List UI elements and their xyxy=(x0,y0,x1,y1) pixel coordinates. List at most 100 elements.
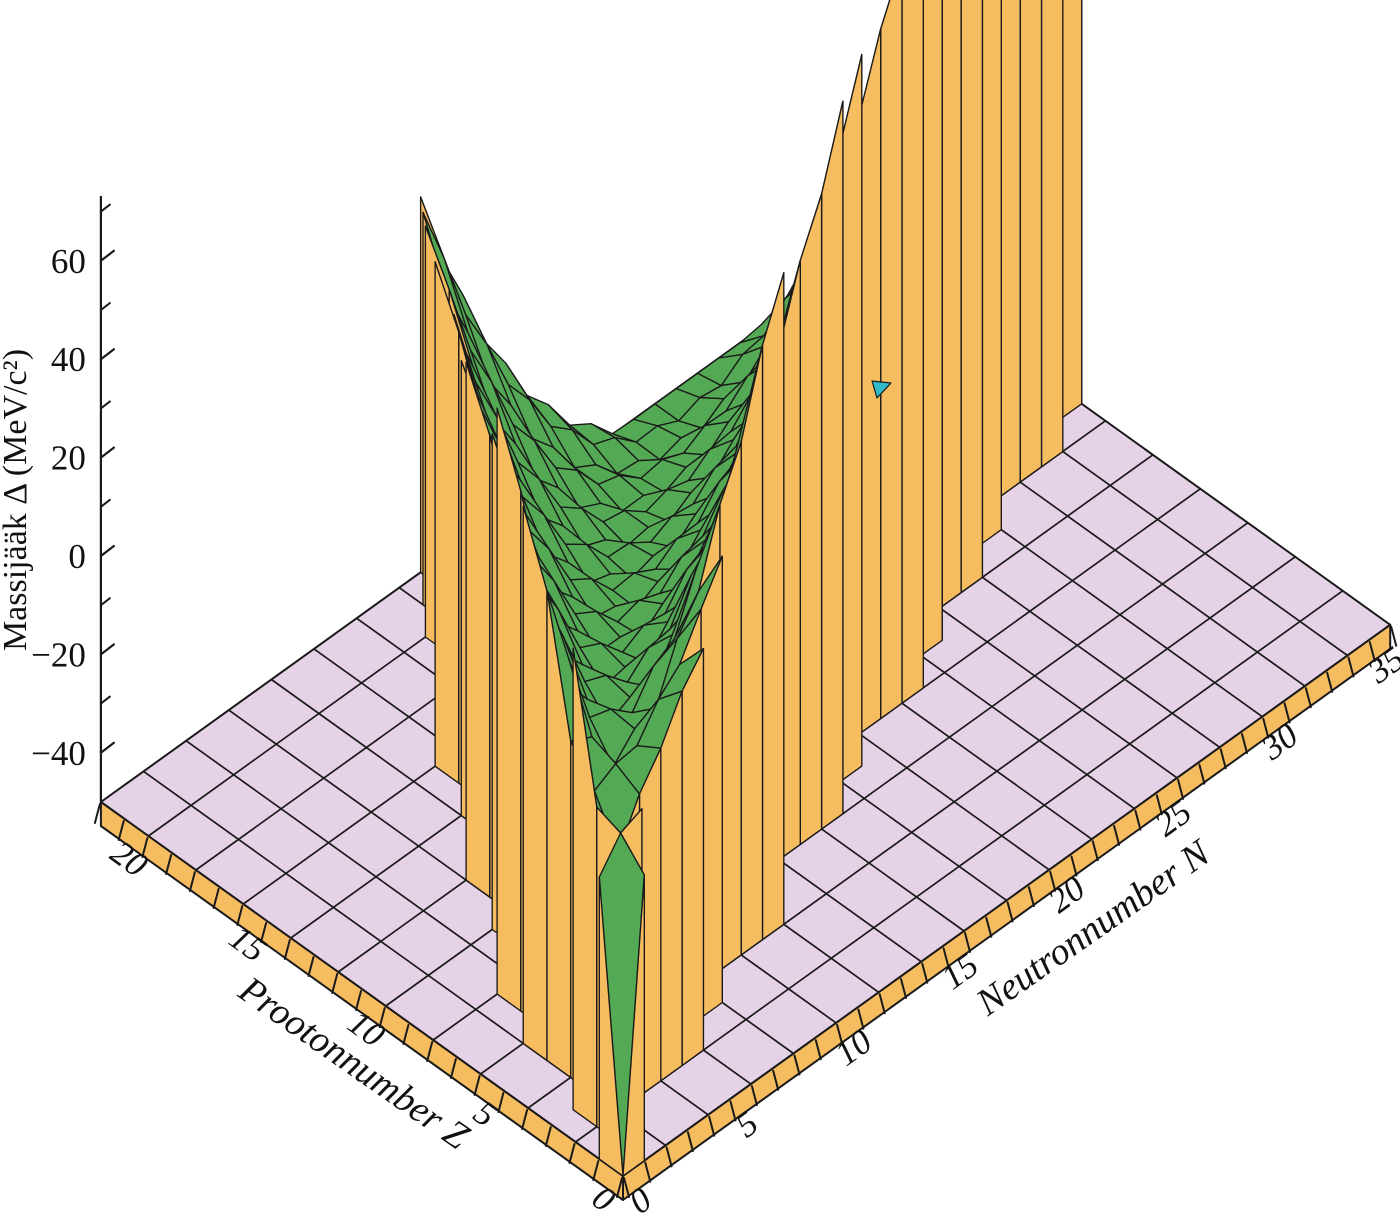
n-axis-tick xyxy=(1198,763,1206,785)
delta-axis-minor-tick xyxy=(99,695,111,705)
n-axis-tick xyxy=(793,1054,801,1076)
n-axis-tick xyxy=(921,962,929,984)
n-axis-tick xyxy=(665,1146,673,1168)
delta-axis-major-tick xyxy=(99,741,116,754)
n-axis-tick xyxy=(1368,641,1376,663)
surface-front-wall-face xyxy=(740,344,764,956)
z-axis-tick xyxy=(331,973,339,994)
z-axis-tick xyxy=(378,1007,386,1028)
surface-front-wall-face xyxy=(700,555,723,1019)
surface-left-wall-face xyxy=(465,361,491,898)
surface-front-wall-face xyxy=(979,0,1002,546)
delta-axis-tick-label: 20 xyxy=(51,439,86,478)
delta-axis-minor-tick xyxy=(99,400,111,410)
z-axis-tick xyxy=(141,837,149,858)
z-axis-tick xyxy=(568,1143,576,1164)
delta-axis-minor-tick xyxy=(99,203,111,213)
n-axis-tick-label: 5 xyxy=(728,1103,765,1145)
z-axis-tick xyxy=(592,1160,600,1181)
z-axis-tick xyxy=(236,905,244,926)
surface-front-wall-face xyxy=(939,0,962,609)
z-axis-tick xyxy=(260,922,268,943)
delta-axis-major-tick xyxy=(99,348,116,361)
surface-left-wall-face xyxy=(522,505,548,1062)
z-axis-tick xyxy=(426,1041,434,1062)
delta-axis-tick-label: −20 xyxy=(31,635,86,674)
surface-left-wall-face xyxy=(496,407,522,1012)
n-axis-tick xyxy=(964,932,971,953)
z-axis-tick xyxy=(117,820,125,841)
z-axis-tick xyxy=(283,939,291,960)
z-axis-tick xyxy=(212,888,220,909)
surface-front-wall-face xyxy=(660,690,683,1082)
n-axis-tick xyxy=(1177,778,1185,800)
surface-front-wall-face xyxy=(998,0,1021,499)
z-axis-tick xyxy=(165,854,173,875)
n-axis-tick xyxy=(1113,824,1121,846)
n-axis-tick xyxy=(686,1131,694,1153)
z-axis-tick xyxy=(616,1177,623,1198)
surface-front-wall-face xyxy=(960,0,984,594)
z-axis-tick xyxy=(93,803,101,824)
n-axis-tick xyxy=(1219,748,1227,770)
n-axis-tick xyxy=(1070,855,1078,877)
n-axis-tick xyxy=(1155,794,1163,816)
n-axis-tick xyxy=(1326,671,1334,693)
n-axis-tick xyxy=(729,1100,737,1122)
n-axis-tick xyxy=(708,1115,716,1137)
surface-front-wall-face xyxy=(1040,0,1064,468)
surface-front-wall-face xyxy=(1019,0,1043,483)
z-axis-tick xyxy=(449,1058,457,1079)
surface-front-wall-face xyxy=(719,441,742,971)
surface-front-wall-face xyxy=(920,0,943,657)
render-artifact xyxy=(871,380,892,399)
n-axis-tick xyxy=(1006,901,1014,923)
n-axis-tick xyxy=(1091,840,1099,862)
n-axis-tick xyxy=(900,978,907,999)
delta-axis-title: Massijääk Δ (MeV/c²) xyxy=(0,349,34,651)
z-axis-tick xyxy=(188,871,196,892)
n-axis-tick xyxy=(1134,809,1142,831)
delta-axis-minor-tick xyxy=(99,498,111,508)
n-axis-tick xyxy=(836,1023,844,1045)
z-axis-tick-label: 0 xyxy=(585,1178,622,1220)
n-axis-tick xyxy=(1241,733,1248,754)
n-axis-tick xyxy=(857,1008,865,1030)
delta-axis-major-tick xyxy=(99,643,116,656)
surface-front-wall-face xyxy=(820,100,844,830)
surface-front-wall-face xyxy=(761,272,785,941)
surface-mesh xyxy=(419,0,1083,1177)
z-axis-tick xyxy=(355,990,362,1011)
delta-axis-major-tick xyxy=(99,446,116,459)
surface-front-wall-face xyxy=(901,0,924,704)
n-axis-tick xyxy=(750,1085,758,1107)
delta-axis-major-tick xyxy=(99,544,116,558)
n-axis-tick xyxy=(1283,702,1291,724)
delta-axis-tick-label: 0 xyxy=(68,537,86,576)
delta-axis-minor-tick xyxy=(99,302,111,311)
delta-axis-major-tick xyxy=(99,249,116,262)
n-axis-tick xyxy=(1049,870,1057,892)
z-axis-tick xyxy=(473,1075,481,1096)
surface-left-wall-face xyxy=(434,261,460,784)
cyan-glitch-face xyxy=(871,380,892,399)
n-axis-tick xyxy=(644,1161,652,1183)
n-axis-tick xyxy=(814,1039,822,1061)
surface-front-wall-face xyxy=(839,53,863,783)
delta-axis: −40 −20 0 20 40 60 xyxy=(31,195,116,804)
z-axis-tick xyxy=(544,1126,552,1147)
n-axis-tick xyxy=(1304,687,1312,709)
delta-axis-tick-label: 40 xyxy=(51,340,86,379)
delta-axis-minor-tick xyxy=(99,597,111,607)
z-axis-tick xyxy=(402,1024,410,1045)
n-axis-tick xyxy=(942,947,950,969)
surface-front-wall-face xyxy=(681,648,705,1067)
delta-axis-tick-label: −40 xyxy=(31,734,86,773)
z-axis-tick xyxy=(521,1109,529,1130)
n-axis-tick xyxy=(1262,717,1270,739)
n-axis-tick xyxy=(985,916,993,938)
surface-front-wall-face xyxy=(622,874,645,1177)
surface-front-wall-face xyxy=(880,0,903,720)
